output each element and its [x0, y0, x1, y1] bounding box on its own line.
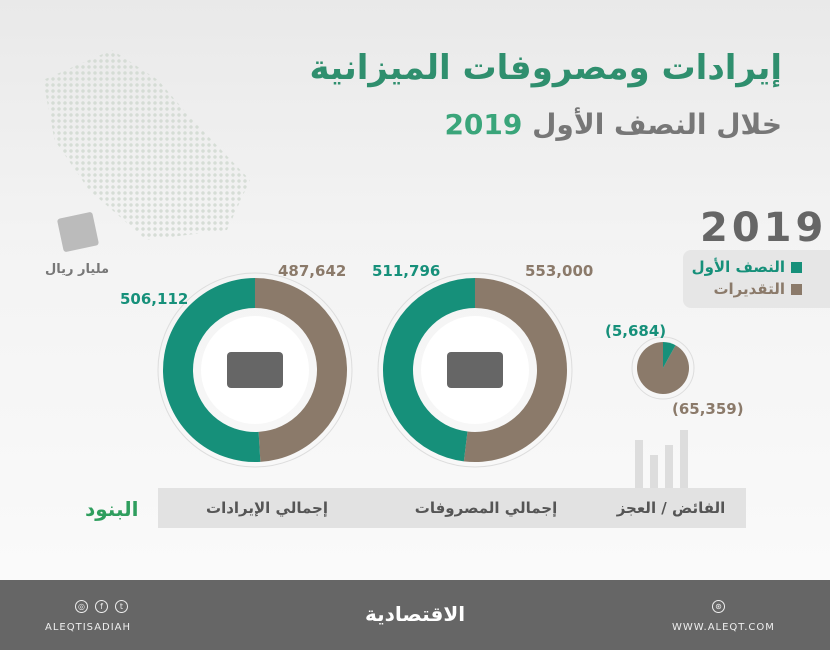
twitter-icon[interactable]: t	[115, 600, 128, 613]
legend-year: 2019	[700, 205, 828, 251]
legend: النصف الأول التقديرات	[683, 250, 830, 308]
deficit-estimate-label: (65,359)	[672, 400, 744, 418]
unit-label: مليار ريال	[45, 262, 110, 277]
bars-decoration	[650, 455, 658, 490]
instagram-icon[interactable]: ◎	[75, 600, 88, 613]
category-header: البنود	[85, 497, 139, 521]
actual-segment	[382, 278, 475, 462]
facebook-icon[interactable]: f	[95, 600, 108, 613]
estimate-segment	[255, 278, 347, 462]
chart-outline	[377, 272, 573, 468]
actual-segment	[663, 342, 676, 368]
revenue-estimate-label: 487,642	[278, 262, 347, 280]
actual-segment	[162, 278, 261, 463]
category-deficit: الفائض / العجز	[616, 499, 726, 517]
chart-outline	[631, 336, 695, 400]
expenses-actual-label: 511,796	[372, 262, 441, 280]
charts-svg	[157, 272, 695, 490]
estimate-segment	[463, 278, 567, 462]
web-icon[interactable]: ⊛	[712, 600, 725, 613]
bars-decoration	[635, 440, 643, 490]
legend-item-actual: النصف الأول	[683, 256, 802, 278]
category-revenue: إجمالي الإيرادات	[206, 499, 328, 517]
expenses-estimate-label: 553,000	[525, 262, 594, 280]
footer: ◎ f t ALEQTISADIAH الاقتصادية ⊛ WWW.ALEQ…	[0, 580, 830, 650]
website-link[interactable]: WWW.ALEQT.COM	[672, 622, 775, 633]
chart-outline	[157, 272, 353, 468]
legend-item-estimate: التقديرات	[683, 278, 802, 300]
bars-decoration	[665, 445, 673, 490]
brand-logo: الاقتصادية	[365, 602, 466, 626]
bars-decoration	[680, 430, 688, 490]
category-band: الفائض / العجز إجمالي المصروفات إجمالي ا…	[158, 488, 746, 528]
growth-coins-icon-glyph	[227, 352, 283, 388]
social-handle[interactable]: ALEQTISADIAH	[45, 622, 132, 633]
page-subtitle: خلال النصف الأول 2019	[444, 108, 782, 141]
revenue-actual-label: 506,112	[120, 290, 189, 308]
category-expenses: إجمالي المصروفات	[414, 499, 558, 517]
page-title: إيرادات ومصروفات الميزانية	[309, 48, 783, 88]
cash-stack-icon-glyph	[447, 352, 503, 388]
deficit-actual-label: (5,684)	[605, 322, 667, 340]
